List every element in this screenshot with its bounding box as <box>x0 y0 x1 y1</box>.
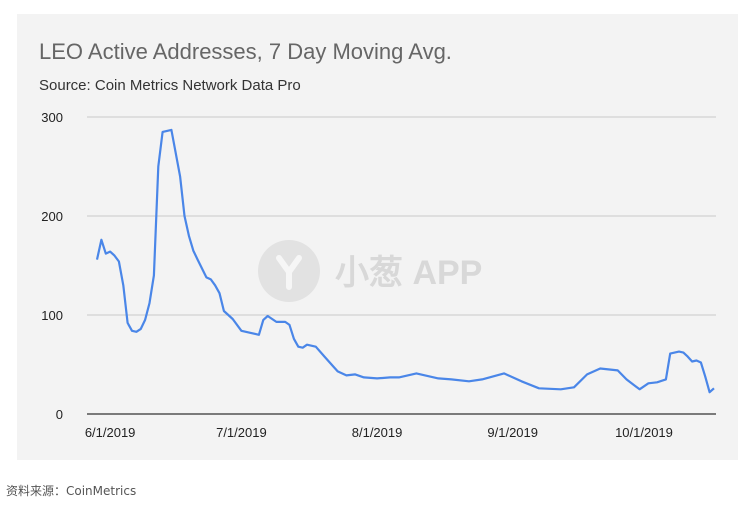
x-tick-label: 8/1/2019 <box>352 425 403 440</box>
y-axis-ticks: 0 100 200 300 <box>41 110 63 422</box>
source-caption: 资料来源：CoinMetrics <box>6 484 137 498</box>
gridlines <box>87 116 716 415</box>
watermark-text: 小葱 APP <box>335 254 482 292</box>
x-tick-label: 10/1/2019 <box>615 425 673 440</box>
x-tick-label: 6/1/2019 <box>85 425 136 440</box>
x-axis-ticks: 6/1/2019 7/1/2019 8/1/2019 9/1/2019 10/1/201… <box>85 425 673 440</box>
chart-subtitle: Source: Coin Metrics Network Data Pro <box>39 77 301 94</box>
chart-card: LEO Active Addresses, 7 Day Moving Avg. … <box>17 14 738 460</box>
x-tick-label: 7/1/2019 <box>216 425 267 440</box>
series-line <box>95 128 715 394</box>
y-tick-label: 0 <box>56 407 63 422</box>
watermark: 小葱 APP <box>258 240 482 302</box>
y-tick-label: 300 <box>41 110 63 125</box>
y-tick-label: 100 <box>41 308 63 323</box>
chart-title: LEO Active Addresses, 7 Day Moving Avg. <box>39 39 452 64</box>
y-tick-label: 200 <box>41 209 63 224</box>
line-chart: LEO Active Addresses, 7 Day Moving Avg. … <box>39 39 716 440</box>
x-tick-label: 9/1/2019 <box>487 425 538 440</box>
